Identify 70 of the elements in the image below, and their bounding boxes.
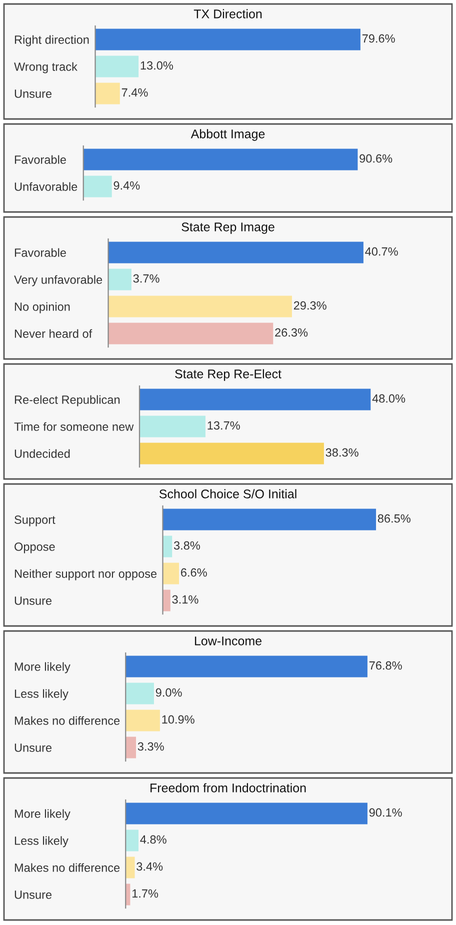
- bar: [126, 736, 136, 758]
- data-label: 4.8%: [140, 835, 166, 844]
- bar: [126, 682, 154, 704]
- bar: [162, 590, 170, 612]
- chart-title: Freedom from Indoctrination: [150, 783, 306, 792]
- data-label: 13.7%: [208, 421, 240, 430]
- data-label: 26.3%: [275, 328, 308, 337]
- data-label: 3.3%: [138, 742, 164, 751]
- data-label: 90.6%: [360, 154, 392, 163]
- y-tick-label: Re-elect Republican: [14, 395, 120, 406]
- data-label: 9.0%: [156, 688, 182, 697]
- data-label: 1.7%: [132, 889, 158, 898]
- y-tick-label: Right direction: [14, 35, 89, 46]
- bar: [126, 656, 368, 678]
- data-label: 3.7%: [133, 274, 160, 283]
- chart-title: State Rep Re-Elect: [175, 369, 282, 381]
- bar: [126, 710, 160, 732]
- bar: [108, 296, 292, 318]
- y-tick-label: Favorable: [14, 248, 66, 257]
- y-tick-label: Makes no difference: [14, 863, 120, 872]
- bar: [126, 856, 135, 878]
- data-label: 13.0%: [140, 61, 174, 70]
- data-label: 9.4%: [114, 181, 140, 190]
- y-tick-label: Wrong track: [14, 62, 78, 74]
- chart-title: School Choice S/O Initial: [159, 489, 296, 498]
- data-label: 76.8%: [369, 661, 402, 670]
- bar: [162, 562, 180, 584]
- y-tick-label: Favorable: [14, 155, 66, 164]
- bar: [108, 268, 132, 290]
- y-tick-label: Very unfavorable: [14, 275, 102, 286]
- data-label: 10.9%: [162, 715, 194, 724]
- y-tick-label: Support: [14, 516, 56, 526]
- data-label: 3.1%: [172, 595, 198, 604]
- y-tick-label: More likely: [14, 662, 70, 674]
- data-label: 3.8%: [174, 541, 200, 550]
- data-label: 3.4%: [136, 862, 163, 871]
- y-tick-label: More likely: [14, 809, 70, 820]
- y-tick-label: Less likely: [14, 689, 68, 700]
- data-label: 6.6%: [181, 568, 207, 577]
- bar: [108, 242, 364, 264]
- y-tick-label: Unfavorable: [14, 182, 78, 191]
- y-tick-label: Makes no difference: [14, 716, 120, 725]
- chart-title: Abbott Image: [190, 129, 265, 141]
- bar: [162, 536, 172, 558]
- data-label: 90.1%: [369, 808, 402, 817]
- y-tick-label: Oppose: [14, 542, 55, 554]
- data-label: 48.0%: [372, 394, 406, 403]
- y-tick-label: Unsure: [14, 890, 52, 899]
- data-label: 7.4%: [122, 88, 148, 97]
- bar: [126, 830, 139, 852]
- y-tick-label: Unsure: [14, 596, 52, 605]
- bar: [126, 802, 368, 824]
- y-tick-label: No opinion: [14, 302, 70, 314]
- y-tick-label: Less likely: [14, 836, 68, 848]
- bar: [108, 322, 274, 344]
- bar: [162, 508, 376, 530]
- data-label: 29.3%: [294, 301, 326, 310]
- y-tick-label: Unsure: [14, 90, 52, 98]
- data-label: 79.6%: [362, 34, 395, 43]
- y-tick-label: Neither support nor oppose: [14, 569, 157, 580]
- y-tick-label: Time for someone new: [14, 422, 134, 431]
- data-label: 40.7%: [365, 247, 398, 256]
- chart-title: State Rep Image: [182, 222, 274, 234]
- data-label: 38.3%: [326, 448, 358, 457]
- y-tick-label: Unsure: [14, 744, 52, 752]
- chart-title: Low-Income: [194, 636, 262, 646]
- y-tick-label: Never heard of: [14, 329, 92, 338]
- chart-title: TX Direction: [194, 9, 262, 18]
- data-label: 86.5%: [378, 514, 410, 523]
- y-tick-label: Undecided: [14, 449, 70, 458]
